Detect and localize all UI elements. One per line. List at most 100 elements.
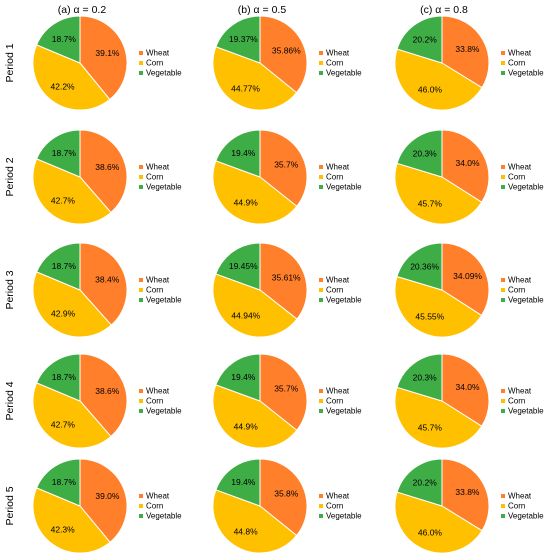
legend-swatch-wheat-r1c3 <box>501 51 505 55</box>
column-title-2: (c) α = 0.8 <box>420 4 468 16</box>
column-title-1: (b) α = 0.5 <box>238 4 287 16</box>
legend-label-corn-r4c1: Corn <box>146 397 163 406</box>
legend-label-wheat-r4c2: Wheat <box>326 387 350 396</box>
legend-label-vegetable-r2c3: Vegetable <box>508 183 544 192</box>
pie-slice-wheat-r1c1 <box>79 15 128 101</box>
legend-swatch-vegetable-r1c2 <box>319 71 323 75</box>
pie-slice-corn-r4c1 <box>32 382 112 449</box>
legend-swatch-wheat-r1c2 <box>319 51 323 55</box>
legend-swatch-wheat-r5c1 <box>139 494 143 498</box>
slice-label-vegetable-r1c1: 18.7% <box>52 34 77 44</box>
slice-label-wheat-r5c2: 35.8% <box>274 488 299 498</box>
pie-slice-corn-r1c1 <box>32 44 111 111</box>
pie-slice-wheat-r3c1 <box>79 242 128 326</box>
column-title-0: (a) α = 0.2 <box>58 4 107 16</box>
legend-label-corn-r2c1: Corn <box>146 173 163 182</box>
legend-label-corn-r2c2: Corn <box>326 173 343 182</box>
slice-label-wheat-r5c1: 39.0% <box>95 491 120 501</box>
legend-swatch-vegetable-r2c3 <box>501 185 505 189</box>
pie-slice-vegetable-r5c1 <box>35 458 81 507</box>
legend-swatch-wheat-r3c2 <box>319 278 323 282</box>
pie-slice-corn-r2c3 <box>394 162 483 225</box>
legend-label-wheat-r3c3: Wheat <box>508 276 532 285</box>
slice-label-wheat-r1c3: 33.8% <box>455 44 480 54</box>
legend-swatch-wheat-r2c2 <box>319 165 323 169</box>
legend-swatch-wheat-r5c3 <box>501 494 505 498</box>
legend-label-corn-r5c2: Corn <box>326 502 343 511</box>
legend-label-vegetable-r4c3: Vegetable <box>508 407 544 416</box>
legend-swatch-corn-r2c2 <box>319 175 323 179</box>
pie-slice-wheat-r4c2 <box>259 353 308 431</box>
slice-label-corn-r1c2: 44.77% <box>231 83 260 93</box>
slice-label-wheat-r4c2: 35.7% <box>274 383 299 393</box>
legend-swatch-wheat-r2c1 <box>139 165 143 169</box>
legend-swatch-corn-r4c1 <box>139 399 143 403</box>
legend-label-corn-r3c3: Corn <box>508 286 525 295</box>
slice-label-wheat-r4c1: 38.6% <box>95 386 120 396</box>
legend-label-wheat-r1c3: Wheat <box>508 49 532 58</box>
slice-label-wheat-r5c3: 33.8% <box>455 487 480 497</box>
legend-swatch-corn-r3c3 <box>501 288 505 292</box>
legend-label-vegetable-r3c2: Vegetable <box>326 296 362 305</box>
pie-slice-vegetable-r4c3 <box>396 353 443 402</box>
pie-slice-vegetable-r2c2 <box>215 129 261 178</box>
slice-label-corn-r3c3: 45.55% <box>415 311 444 321</box>
pie-slice-corn-r5c2 <box>212 489 298 554</box>
slice-label-vegetable-r4c2: 19.4% <box>231 372 256 382</box>
pie-slice-vegetable-r5c2 <box>215 458 261 507</box>
legend-label-vegetable-r5c1: Vegetable <box>146 512 182 521</box>
row-title-2: Period 3 <box>4 270 16 309</box>
slice-label-wheat-r3c2: 35.61% <box>272 272 301 282</box>
legend-label-corn-r3c1: Corn <box>146 286 163 295</box>
slice-label-corn-r2c2: 44.9% <box>234 197 259 207</box>
legend-label-wheat-r1c2: Wheat <box>326 49 350 58</box>
legend-label-vegetable-r2c2: Vegetable <box>326 183 362 192</box>
slice-label-vegetable-r4c3: 20.3% <box>413 373 438 383</box>
slice-label-wheat-r3c1: 38.4% <box>95 275 120 285</box>
legend-label-wheat-r3c1: Wheat <box>146 276 170 285</box>
legend-swatch-corn-r5c3 <box>501 504 505 508</box>
slice-label-corn-r1c1: 42.2% <box>51 81 76 91</box>
row-title-1: Period 2 <box>4 157 16 196</box>
slice-label-wheat-r2c2: 35.7% <box>274 159 299 169</box>
legend-label-wheat-r4c3: Wheat <box>508 387 532 396</box>
slice-label-corn-r3c2: 44.94% <box>231 310 260 320</box>
slice-label-vegetable-r2c3: 20.3% <box>413 149 438 159</box>
slice-label-corn-r5c2: 44.8% <box>234 526 259 536</box>
pie-slice-wheat-r4c1 <box>79 353 128 438</box>
slice-label-corn-r5c3: 46.0% <box>418 528 443 538</box>
legend-swatch-wheat-r2c3 <box>501 165 505 169</box>
legend-swatch-corn-r3c2 <box>319 288 323 292</box>
pie-slice-vegetable-r1c3 <box>396 15 443 64</box>
pie-slice-wheat-r5c1 <box>79 458 128 543</box>
legend-swatch-vegetable-r4c3 <box>501 409 505 413</box>
pie-slice-wheat-r2c2 <box>259 129 308 207</box>
legend-swatch-wheat-r3c3 <box>501 278 505 282</box>
pie-slice-vegetable-r1c2 <box>215 15 261 64</box>
pie-slice-vegetable-r1c1 <box>35 15 81 64</box>
legend-label-wheat-r2c2: Wheat <box>326 163 350 172</box>
slice-label-corn-r2c1: 42.7% <box>51 196 76 206</box>
pie-slice-vegetable-r3c3 <box>396 242 443 291</box>
pie-slice-wheat-r3c2 <box>259 242 308 320</box>
pie-slice-corn-r3c3 <box>394 275 483 338</box>
legend-label-corn-r1c3: Corn <box>508 59 525 68</box>
pie-slice-vegetable-r3c1 <box>35 242 81 291</box>
legend-label-wheat-r2c1: Wheat <box>146 163 170 172</box>
slice-label-wheat-r1c2: 35.86% <box>272 45 301 55</box>
pie-slice-corn-r5c1 <box>32 487 111 554</box>
pie-slice-corn-r3c2 <box>212 273 298 338</box>
pie-slice-vegetable-r4c1 <box>35 353 81 402</box>
pie-slice-corn-r3c1 <box>32 271 113 338</box>
slice-label-vegetable-r2c2: 19.4% <box>231 148 256 158</box>
legend-label-wheat-r1c1: Wheat <box>146 49 170 58</box>
pie-slice-wheat-r5c2 <box>259 458 308 537</box>
pie-slice-vegetable-r4c2 <box>215 353 261 402</box>
legend-swatch-vegetable-r2c2 <box>319 185 323 189</box>
legend-label-corn-r2c3: Corn <box>508 173 525 182</box>
slice-label-corn-r4c2: 44.9% <box>234 421 259 431</box>
slice-label-corn-r1c3: 46.0% <box>418 85 443 95</box>
legend-swatch-wheat-r3c1 <box>139 278 143 282</box>
slice-label-wheat-r2c3: 34.0% <box>455 158 480 168</box>
